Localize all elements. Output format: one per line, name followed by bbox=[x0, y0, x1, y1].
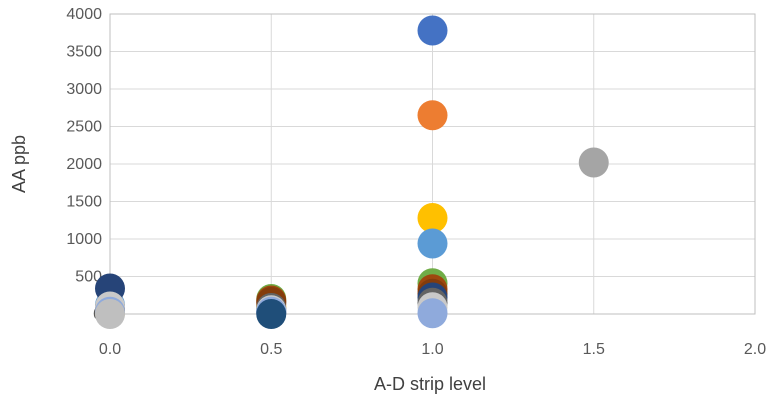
scatter-point bbox=[417, 228, 448, 259]
scatter-point bbox=[256, 299, 287, 329]
scatter-point bbox=[417, 15, 448, 46]
x-tick-label: 1.0 bbox=[421, 341, 443, 358]
scatter-point bbox=[417, 203, 448, 233]
x-tick-label: 0.5 bbox=[260, 341, 282, 358]
x-tick-label: 0.0 bbox=[99, 341, 121, 358]
scatter-point bbox=[578, 147, 609, 178]
y-tick-label: 500 bbox=[75, 269, 102, 286]
y-axis-title: AA ppb bbox=[9, 135, 29, 193]
scatter-point bbox=[95, 299, 125, 329]
x-tick-label: 2.0 bbox=[744, 341, 766, 358]
scatter-point bbox=[417, 298, 448, 329]
y-tick-label: 2000 bbox=[66, 156, 102, 173]
y-tick-label: 1500 bbox=[66, 194, 102, 211]
x-axis-title: A-D strip level bbox=[374, 374, 486, 394]
y-tick-label: 1000 bbox=[66, 231, 102, 248]
y-tick-label: 2500 bbox=[66, 119, 102, 136]
y-tick-label: 3500 bbox=[66, 44, 102, 61]
tick-layer: 050010001500200025003000350040000.00.51.… bbox=[66, 6, 766, 358]
y-tick-label: 3000 bbox=[66, 81, 102, 98]
scatter-point bbox=[417, 100, 448, 131]
y-tick-label: 4000 bbox=[66, 6, 102, 23]
x-tick-label: 1.5 bbox=[583, 341, 605, 358]
point-layer bbox=[95, 15, 609, 329]
